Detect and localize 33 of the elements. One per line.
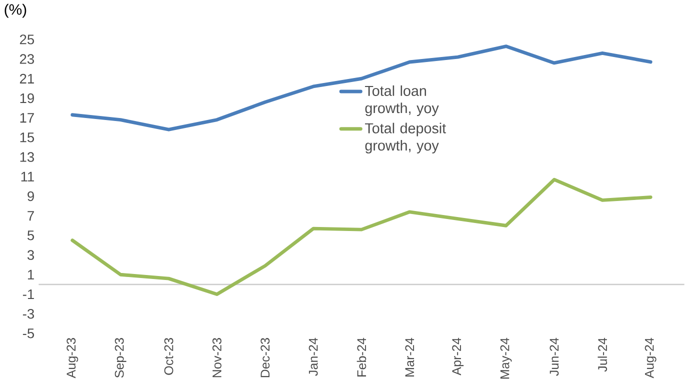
x-tick-label: Jun-24	[550, 338, 559, 376]
y-tick-label: 23	[20, 54, 34, 64]
legend-label: Total deposit growth, yoy	[365, 122, 446, 154]
legend-label: Total loan growth, yoy	[365, 85, 439, 116]
x-tick-label: May-24	[500, 338, 512, 378]
x-tick-label: Oct-23	[164, 338, 174, 375]
x-tick-label: Apr-24	[452, 338, 464, 376]
x-tick-label: Aug-24	[644, 338, 656, 378]
y-axis-title: (%)	[4, 4, 26, 18]
x-tick-label: Feb-24	[356, 338, 366, 376]
y-tick-label: 13	[20, 152, 34, 162]
y-tick-label: 15	[20, 132, 34, 142]
x-tick-label: Aug-23	[66, 338, 78, 378]
y-tick-label: 5	[27, 230, 34, 240]
y-tick-label: 17	[20, 112, 34, 122]
y-tick-label: 7	[28, 210, 34, 220]
y-tick-label: 25	[20, 34, 34, 44]
y-tick-label: -5	[22, 328, 34, 338]
x-tick-label: Nov-23	[212, 338, 222, 377]
y-tick-label: -1	[22, 289, 34, 299]
y-tick-label: 1	[28, 270, 34, 280]
line-series	[70, 178, 652, 296]
x-tick-label: Jul-24	[598, 338, 608, 372]
x-tick-label: Dec-23	[260, 338, 270, 377]
y-tick-label: 11	[21, 172, 34, 182]
x-tick-label: Jan-24	[308, 338, 318, 376]
x-tick-label: Mar-24	[405, 338, 414, 376]
y-tick-label: 9	[28, 191, 34, 201]
y-tick-label: -3	[22, 308, 34, 318]
y-tick-label: 3	[27, 250, 34, 260]
y-tick-label: 21	[20, 74, 34, 84]
x-tick-label: Sep-23	[114, 338, 126, 378]
y-tick-label: 19	[20, 93, 34, 103]
